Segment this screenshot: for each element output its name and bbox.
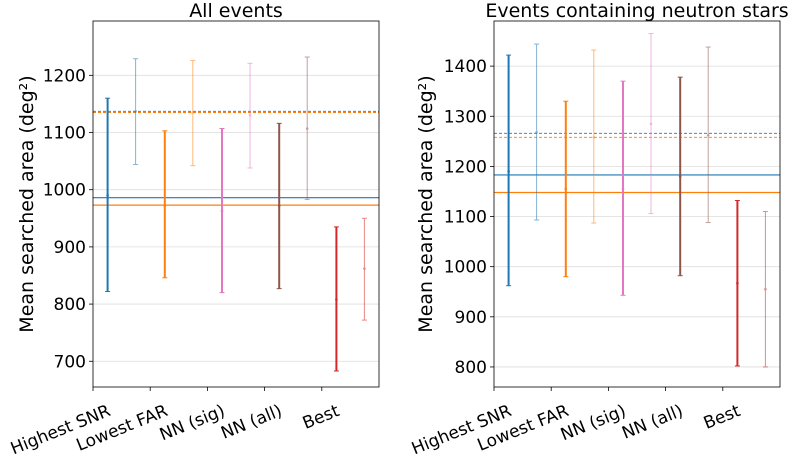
x-tick-label: NN (sig): [558, 401, 629, 445]
errorbar-solid: [620, 80, 626, 296]
y-tick-label: 1200: [43, 66, 86, 86]
errorbar-faded: [304, 56, 310, 200]
errorbar-center-point: [564, 187, 568, 191]
y-tick-label: 900: [455, 308, 487, 328]
errorbar-center-point: [163, 204, 167, 208]
y-axis-label: Mean searched area (deg²): [415, 75, 437, 332]
errorbar-faded: [361, 217, 367, 321]
y-tick-label: 700: [54, 352, 86, 372]
errorbar-faded: [705, 46, 711, 224]
errorbar-solid: [219, 128, 225, 294]
x-tick-label: Best: [701, 401, 744, 434]
y-tick-label: 1100: [43, 124, 86, 144]
errorbar-faded: [534, 43, 540, 221]
y-tick-label: 1200: [444, 157, 487, 177]
errorbar-solid: [333, 226, 339, 372]
y-axis-label: Mean searched area (deg²): [16, 75, 38, 332]
errorbar-center-point: [134, 110, 137, 113]
y-tick-label: 800: [54, 295, 86, 315]
y-tick-label: 900: [54, 238, 86, 258]
errorbar-solid: [734, 199, 740, 367]
errorbar-center-point: [106, 194, 109, 197]
errorbar-solid: [563, 100, 569, 278]
errorbar-center-point: [649, 122, 653, 126]
y-tick-label: 1000: [444, 258, 487, 278]
axes-frame: [493, 20, 781, 388]
y-tick-label: 1400: [444, 57, 487, 77]
errorbar-center-point: [191, 111, 195, 114]
errorbar-solid: [276, 122, 282, 290]
errorbar-solid: [162, 130, 168, 279]
errorbar-center-point: [764, 287, 767, 291]
x-tick-label: NN (all): [619, 401, 686, 444]
errorbar-faded: [591, 49, 597, 224]
errorbar-center-point: [248, 114, 252, 117]
errorbar-center-point: [363, 267, 366, 270]
errorbar-center-point: [335, 298, 338, 301]
errorbar-solid: [105, 97, 111, 292]
x-tick-label: NN (all): [218, 401, 285, 444]
y-tick-label: 800: [455, 358, 487, 378]
x-tick-label: Best: [300, 401, 343, 434]
errorbar-center-point: [277, 204, 281, 208]
errorbar-faded: [190, 59, 196, 167]
chart-title: Events containing neutron stars: [485, 0, 788, 22]
errorbar-center-point: [621, 187, 625, 191]
errorbar-solid: [677, 76, 683, 277]
x-tick-label: NN (sig): [157, 401, 228, 445]
errorbar-faded: [247, 62, 253, 169]
errorbar-center-point: [305, 127, 309, 130]
axes-frame: [92, 20, 380, 388]
y-tick-label: 1300: [444, 107, 487, 127]
chart-title: All events: [189, 0, 283, 22]
errorbar-faded: [648, 33, 654, 215]
y-tick-label: 1000: [43, 181, 86, 201]
errorbar-faded: [133, 58, 139, 166]
errorbar-center-point: [706, 134, 710, 137]
errorbar-center-point: [736, 281, 739, 285]
errorbar-faded: [762, 211, 768, 368]
errorbar-center-point: [507, 170, 510, 173]
errorbar-center-point: [220, 209, 224, 213]
errorbar-center-point: [535, 131, 538, 134]
errorbar-solid: [506, 54, 512, 287]
y-tick-label: 1100: [444, 208, 487, 228]
errorbar-center-point: [592, 136, 596, 139]
errorbar-center-point: [678, 175, 682, 178]
